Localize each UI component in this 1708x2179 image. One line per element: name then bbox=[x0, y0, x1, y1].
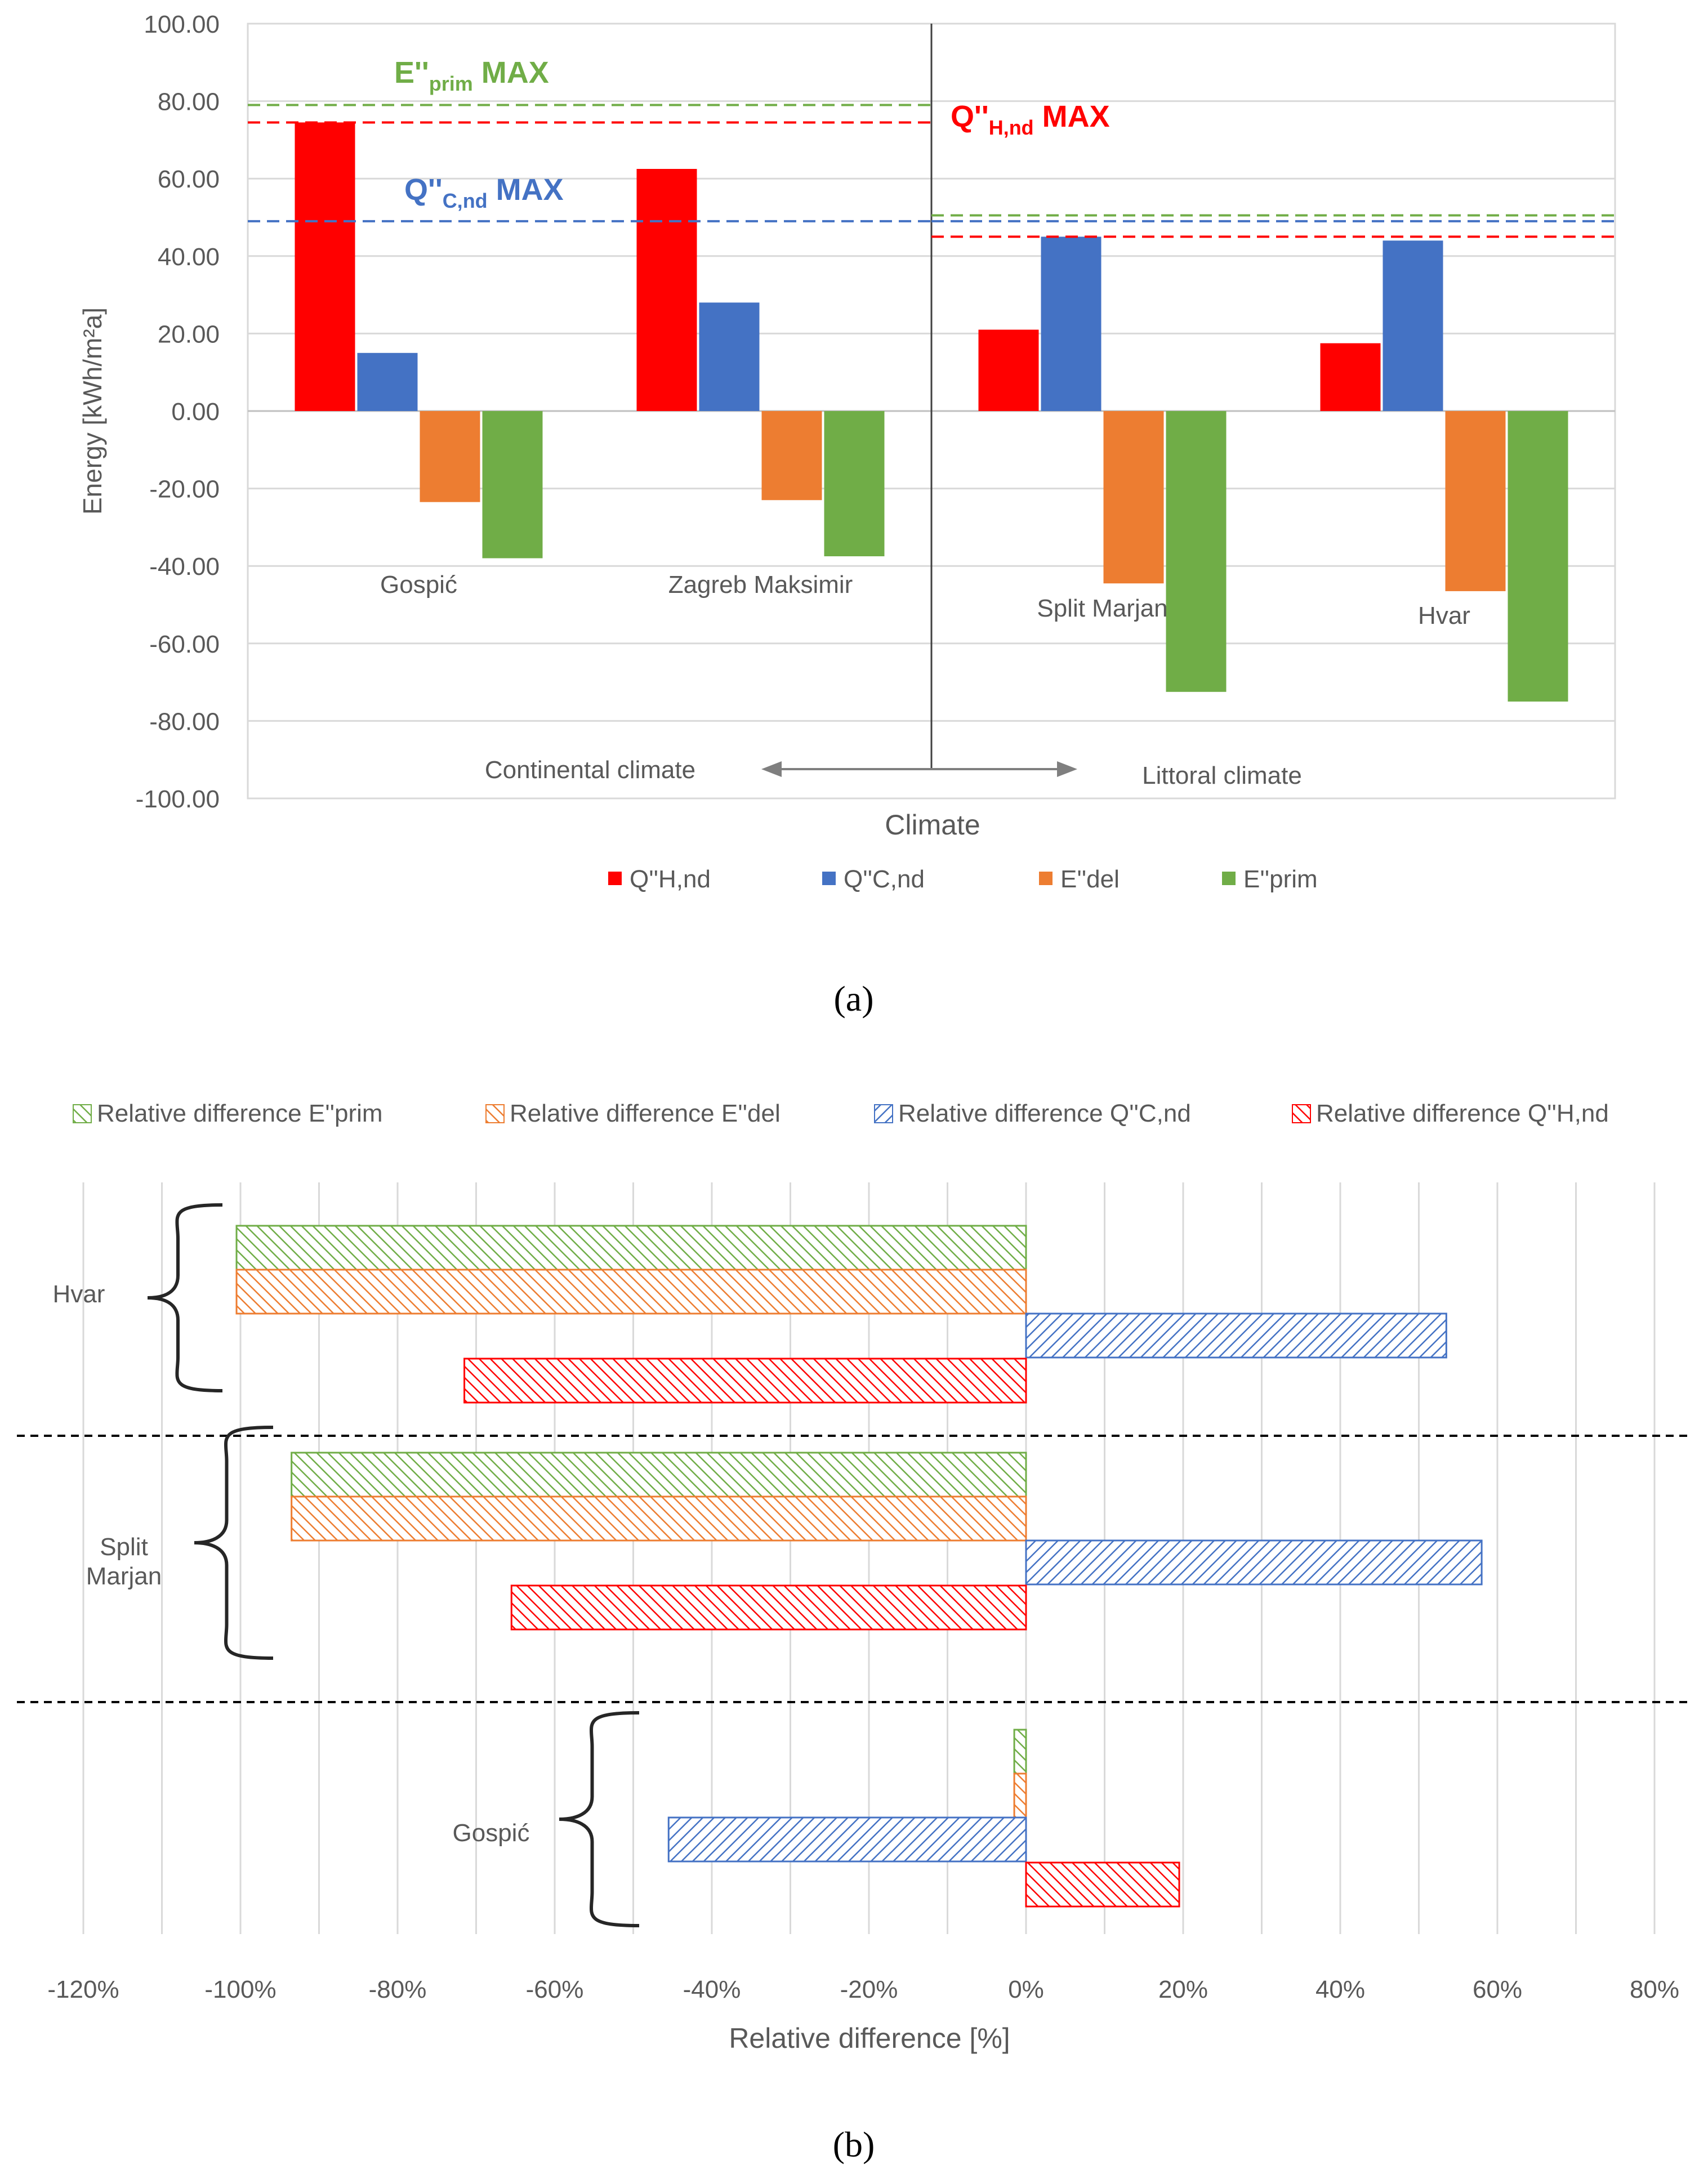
category-brace bbox=[559, 1711, 640, 1927]
bar-q-c-nd-zagreb-maksimir bbox=[699, 302, 760, 411]
x-tick-label: 0% bbox=[1008, 1976, 1044, 2003]
bar-relative-difference-q-h-nd-hvar bbox=[463, 1358, 1027, 1404]
limit-label-q-h-nd: Q''H,nd MAX bbox=[951, 100, 1110, 139]
y-tick-label: -100.00 bbox=[136, 785, 220, 813]
legend-swatch-relative-difference-q-c-nd bbox=[874, 1104, 893, 1123]
bar-q-c-nd-gospi bbox=[357, 352, 418, 411]
limit-label-q-c-nd: Q''C,nd MAX bbox=[404, 173, 564, 212]
x-tick-label: 80% bbox=[1630, 1976, 1679, 2003]
legend-swatch-relative-difference-e-prim bbox=[73, 1104, 92, 1123]
bar-e-del-zagreb-maksimir bbox=[761, 411, 822, 501]
limit-label-e-prim: E''prim MAX bbox=[394, 56, 549, 95]
energy-bar-chart: 100.00 80.00 60.00 40.00 20.00 0.00 -20.00 -40.… bbox=[78, 11, 1616, 893]
x-tick-label: -40% bbox=[683, 1976, 741, 2003]
bar-q-h-nd-gospi bbox=[295, 122, 355, 411]
climate-arrow-left-head bbox=[761, 761, 782, 777]
category-label: Split Marjan bbox=[86, 1533, 162, 1590]
legend-swatch-e-del bbox=[1039, 872, 1053, 885]
bar-relative-difference-q-c-nd-gospi bbox=[667, 1816, 1027, 1863]
bar-q-h-nd-split-marjan bbox=[978, 329, 1039, 411]
bar-q-h-nd-zagreb-maksimir bbox=[636, 169, 697, 411]
bar-q-h-nd-hvar bbox=[1320, 343, 1381, 411]
x-tick-label: -100% bbox=[204, 1976, 276, 2003]
x-axis-title: Climate bbox=[885, 809, 980, 841]
category-brace bbox=[147, 1203, 223, 1392]
legend-swatch-relative-difference-e-del bbox=[485, 1104, 505, 1123]
category-brace bbox=[194, 1426, 274, 1660]
bar-relative-difference-e-prim-split-marjan bbox=[291, 1452, 1027, 1498]
category-label: Split Marjan bbox=[1037, 595, 1167, 622]
bar-e-prim-split-marjan bbox=[1166, 411, 1227, 692]
category-label: Hvar bbox=[53, 1280, 105, 1308]
bar-relative-difference-e-del-split-marjan bbox=[291, 1495, 1027, 1542]
y-tick-label: 40.00 bbox=[158, 243, 220, 271]
category-label: Gospić bbox=[453, 1819, 530, 1847]
legend-label-q-h-nd: Q''H,nd bbox=[630, 865, 711, 893]
legend-label-e-prim: E''prim bbox=[1243, 865, 1318, 893]
bar-e-prim-hvar bbox=[1508, 411, 1568, 702]
x-tick-label: 20% bbox=[1158, 1976, 1208, 2003]
climate-arrow-right-head bbox=[1057, 761, 1077, 777]
x-tick-label: -60% bbox=[526, 1976, 584, 2003]
y-tick-label: 20.00 bbox=[158, 320, 220, 348]
legend-swatch-relative-difference-q-h-nd bbox=[1292, 1104, 1311, 1123]
panel-label-b: (b) bbox=[833, 2124, 875, 2164]
legend-label-relative-difference-q-c-nd: Relative difference Q''C,nd bbox=[898, 1100, 1191, 1127]
bar-q-c-nd-split-marjan bbox=[1041, 236, 1101, 411]
legend-label-relative-difference-e-del: Relative difference E''del bbox=[510, 1100, 781, 1127]
legend-label-q-c-nd: Q''C,nd bbox=[844, 865, 925, 893]
legend-swatch-e-prim bbox=[1222, 872, 1236, 885]
bar-relative-difference-e-prim-gospi bbox=[1013, 1729, 1027, 1775]
legend-label-e-del: E''del bbox=[1060, 865, 1120, 893]
bar-e-del-split-marjan bbox=[1103, 411, 1164, 584]
bar-relative-difference-e-prim-hvar bbox=[235, 1225, 1027, 1271]
legend-label-relative-difference-e-prim: Relative difference E''prim bbox=[97, 1100, 383, 1127]
y-tick-label: 60.00 bbox=[158, 166, 220, 193]
legend-swatch-q-c-nd bbox=[822, 872, 836, 885]
panel-label-a: (a) bbox=[833, 979, 873, 1019]
legend-label-relative-difference-q-h-nd: Relative difference Q''H,nd bbox=[1316, 1100, 1609, 1127]
bar-relative-difference-q-c-nd-hvar bbox=[1025, 1312, 1447, 1359]
bar-q-c-nd-hvar bbox=[1383, 240, 1443, 411]
bar-relative-difference-e-del-hvar bbox=[235, 1269, 1027, 1315]
bar-e-del-gospi bbox=[420, 411, 480, 502]
y-tick-label: 0.00 bbox=[171, 398, 220, 426]
bar-e-prim-zagreb-maksimir bbox=[824, 411, 885, 556]
y-tick-label: -20.00 bbox=[149, 476, 220, 503]
region-label: Littoral climate bbox=[1142, 762, 1302, 789]
category-label: Zagreb Maksimir bbox=[668, 571, 853, 599]
y-tick-label: -40.00 bbox=[149, 553, 220, 581]
bar-e-prim-gospi bbox=[482, 411, 543, 559]
relative-difference-chart: -120% -100% -80% -60% -40% -20% 0% 20% 40% 60% 80%… bbox=[17, 1100, 1691, 2054]
x-tick-label: 60% bbox=[1473, 1976, 1522, 2003]
x-axis-title: Relative difference [%] bbox=[729, 2022, 1010, 2054]
y-tick-label: -80.00 bbox=[149, 708, 220, 735]
bar-relative-difference-e-del-gospi bbox=[1013, 1772, 1027, 1819]
y-tick-label: 80.00 bbox=[158, 88, 220, 116]
region-label: Continental climate bbox=[485, 756, 695, 784]
x-tick-label: 40% bbox=[1315, 1976, 1365, 2003]
legend-swatch-q-h-nd bbox=[608, 872, 622, 885]
x-tick-label: -120% bbox=[47, 1976, 119, 2003]
bar-relative-difference-q-h-nd-gospi bbox=[1025, 1861, 1180, 1908]
y-axis-title: Energy [kWh/m²a] bbox=[78, 307, 107, 515]
x-tick-label: -80% bbox=[369, 1976, 427, 2003]
category-label: Gospić bbox=[380, 571, 457, 599]
bar-relative-difference-q-c-nd-split-marjan bbox=[1025, 1539, 1483, 1586]
y-tick-label: 100.00 bbox=[144, 11, 220, 38]
bar-relative-difference-q-h-nd-split-marjan bbox=[510, 1584, 1027, 1631]
category-label: Hvar bbox=[1418, 602, 1470, 629]
y-tick-label: -60.00 bbox=[149, 631, 220, 658]
bar-e-del-hvar bbox=[1445, 411, 1506, 591]
x-tick-label: -20% bbox=[840, 1976, 898, 2003]
